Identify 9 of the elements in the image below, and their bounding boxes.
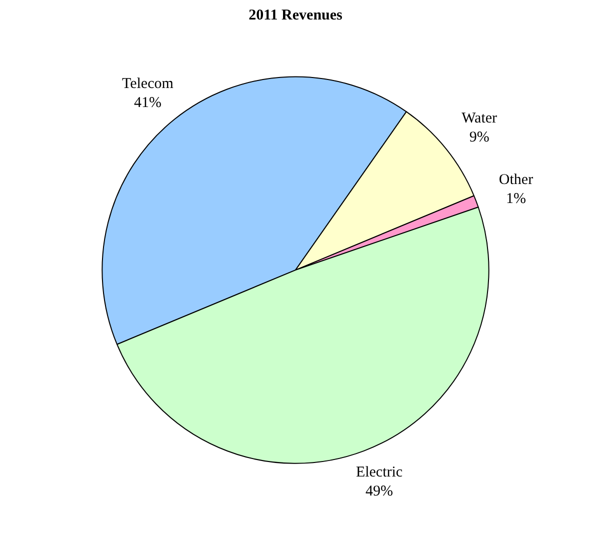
data-label: 41% [134, 94, 162, 111]
chart-title: 2011 Revenues [248, 8, 343, 24]
slice-label: Water [462, 110, 498, 126]
data-label: 9% [469, 130, 490, 146]
slice-label: Electric [356, 464, 403, 480]
data-label: 1% [506, 191, 526, 208]
slice-label: Other [498, 172, 534, 188]
slice-label: Telecom [122, 76, 174, 92]
data-label: 49% [366, 484, 394, 500]
